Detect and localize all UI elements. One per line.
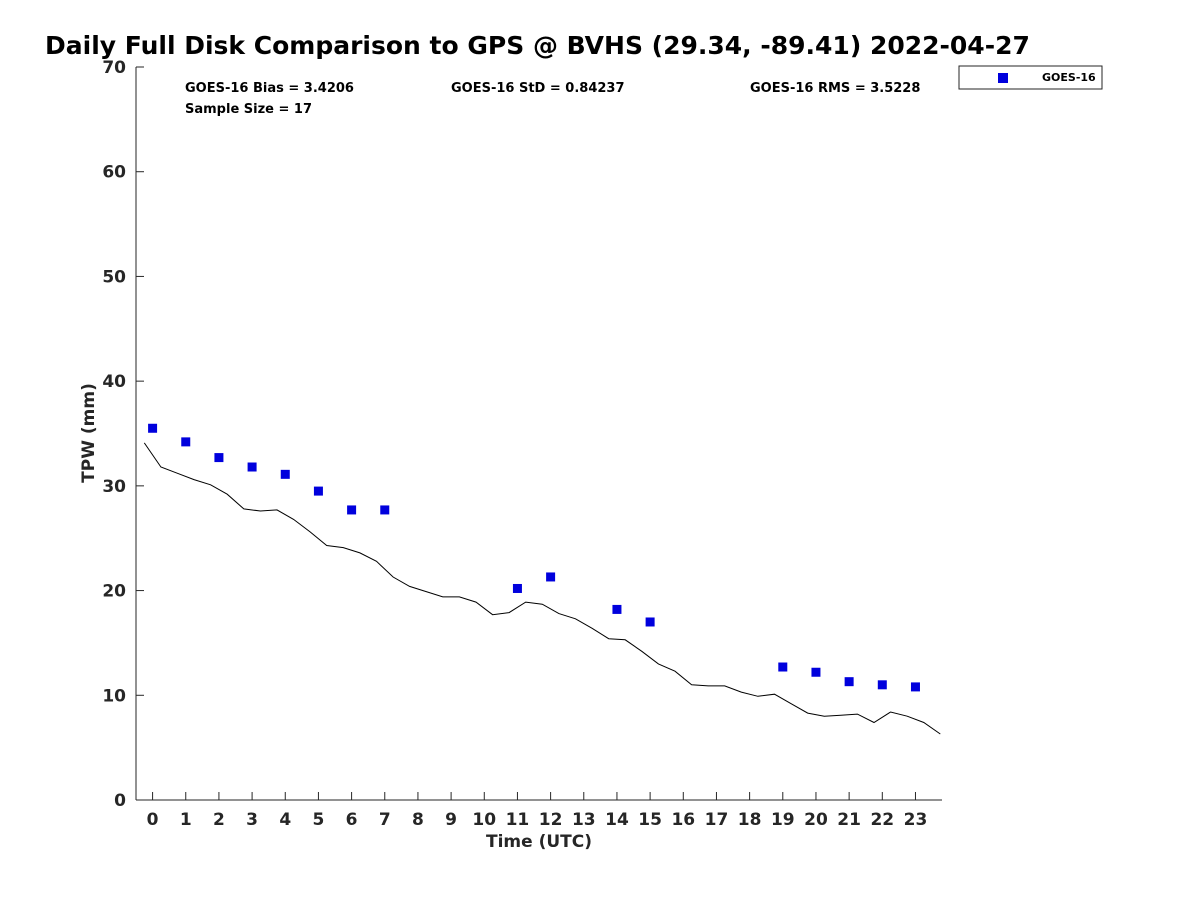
gps-series — [143, 442, 941, 735]
y-tick-label: 70 — [102, 58, 126, 78]
sample-size-stat: Sample Size = 17 — [185, 102, 312, 117]
goes-16-point — [512, 583, 522, 593]
plot-axes — [135, 67, 942, 801]
x-tick-label: 22 — [870, 810, 894, 830]
x-tick-label: 2 — [213, 810, 225, 830]
x-tick-label: 6 — [346, 810, 358, 830]
y-ticks: 0 10 20 30 40 50 60 70 — [102, 58, 144, 811]
legend: GOES-16 — [958, 65, 1103, 90]
goes-16-point — [347, 505, 357, 515]
x-tick-label: 16 — [671, 810, 695, 830]
x-tick-label: 11 — [506, 810, 530, 830]
x-tick-label: 23 — [904, 810, 928, 830]
rms-stat: GOES-16 RMS = 3.5228 — [750, 81, 920, 96]
y-tick-label: 40 — [102, 372, 126, 392]
goes-16-point — [148, 423, 158, 433]
x-tick-label: 18 — [738, 810, 762, 830]
x-tick-label: 20 — [804, 810, 828, 830]
x-tick-label: 3 — [246, 810, 258, 830]
x-tick-label: 21 — [837, 810, 861, 830]
y-tick-label: 60 — [102, 163, 126, 183]
goes-16-point — [247, 462, 257, 472]
goes-16-series — [148, 423, 920, 692]
goes-16-point — [778, 662, 788, 672]
x-tick-label: 10 — [472, 810, 496, 830]
x-axis-label: Time (UTC) — [486, 832, 592, 852]
x-tick-label: 7 — [379, 810, 391, 830]
x-tick-label: 15 — [638, 810, 662, 830]
x-tick-label: 13 — [572, 810, 596, 830]
legend-marker-goes-16 — [998, 73, 1008, 83]
goes-16-point — [380, 505, 390, 515]
goes-16-point — [612, 604, 622, 614]
goes-16-point — [645, 617, 655, 627]
x-tick-label: 0 — [147, 810, 159, 830]
gps-line — [143, 442, 941, 735]
bias-stat: GOES-16 Bias = 3.4206 — [185, 81, 354, 96]
std-stat: GOES-16 StD = 0.84237 — [451, 81, 625, 96]
x-ticks: 0 1 2 3 4 5 6 7 8 9 10 11 12 13 14 15 16 17 18 19 20 21 22 23 — [147, 792, 928, 830]
goes-16-point — [313, 486, 323, 496]
x-tick-label: 5 — [313, 810, 325, 830]
y-tick-label: 20 — [102, 582, 126, 602]
goes-16-point — [181, 437, 191, 447]
goes-16-point — [214, 453, 224, 463]
x-tick-label: 4 — [279, 810, 291, 830]
y-axis-label: TPW (mm) — [79, 383, 99, 483]
legend-label-goes-16: GOES-16 — [1042, 71, 1096, 84]
x-tick-label: 9 — [445, 810, 457, 830]
y-tick-label: 30 — [102, 477, 126, 497]
goes-16-point — [910, 682, 920, 692]
legend-box — [958, 65, 1103, 90]
x-tick-label: 8 — [412, 810, 424, 830]
y-tick-label: 0 — [114, 791, 126, 811]
goes-16-point — [546, 572, 556, 582]
goes-16-point — [844, 677, 854, 687]
x-tick-label: 14 — [605, 810, 629, 830]
x-tick-label: 1 — [180, 810, 192, 830]
chart-title: Daily Full Disk Comparison to GPS @ BVHS… — [45, 31, 1030, 60]
goes-16-point — [280, 469, 290, 479]
goes-16-point — [811, 667, 821, 677]
y-tick-label: 10 — [102, 686, 126, 706]
x-tick-label: 19 — [771, 810, 795, 830]
goes-16-point — [877, 680, 887, 690]
y-tick-label: 50 — [102, 267, 126, 287]
x-tick-label: 12 — [539, 810, 563, 830]
x-tick-label: 17 — [705, 810, 729, 830]
